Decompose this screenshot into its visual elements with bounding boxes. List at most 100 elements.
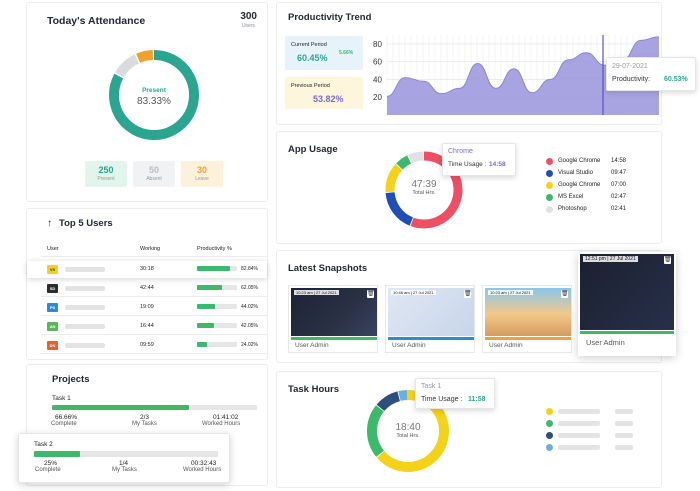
task-2-tasks-label: My Tasks bbox=[112, 467, 137, 473]
snapshot-card[interactable]: 10:23 am | 27 Jul 2021 🗑 User Admin bbox=[288, 285, 378, 353]
trash-icon[interactable]: 🗑 bbox=[367, 290, 375, 298]
snapshot-card[interactable]: 10:46 am | 27 Jul 2021 🗑 User Admin bbox=[385, 285, 475, 353]
current-period-value: 60.45% bbox=[297, 53, 328, 63]
task-1-progress bbox=[52, 405, 257, 410]
app-time: 14:58 bbox=[611, 158, 627, 164]
y-tick-label: 60 bbox=[373, 58, 382, 67]
attendance-stat-label: Absent bbox=[146, 176, 162, 182]
attendance-stat-2: 30 Leave bbox=[181, 161, 223, 187]
user-working: 16:44 bbox=[140, 323, 154, 329]
task-time-placeholder bbox=[615, 409, 633, 414]
attendance-stat-value: 50 bbox=[148, 165, 159, 175]
tooltip-date: 29-07-2021 bbox=[612, 63, 648, 70]
app-tooltip-value: 14:58 bbox=[489, 161, 506, 168]
productivity-bar-fill bbox=[197, 266, 231, 271]
top-users-title: Top 5 Users bbox=[59, 218, 113, 229]
table-row[interactable]: VS 30:18 82.84% bbox=[27, 261, 267, 278]
snapshot-user: User Admin bbox=[489, 342, 523, 349]
app-name: Visual Studio bbox=[558, 170, 593, 176]
productivity-bar bbox=[197, 304, 237, 309]
task-time-placeholder bbox=[615, 421, 633, 426]
legend-dot bbox=[546, 182, 553, 189]
table-row[interactable]: SD 42:44 62.05% bbox=[41, 280, 267, 297]
trash-icon[interactable]: 🗑 bbox=[561, 290, 569, 298]
productivity-bar bbox=[197, 323, 237, 328]
app-name: Google Chrome bbox=[558, 182, 601, 188]
top-users-card: ↑ Top 5 Users User Working Productivity … bbox=[26, 208, 268, 360]
snapshot-user: User Admin bbox=[295, 342, 329, 349]
legend-dot bbox=[546, 158, 553, 165]
app-usage-center-label: Total Hrs. bbox=[412, 190, 436, 196]
th-tooltip-label: Time Usage : bbox=[421, 396, 463, 403]
table-row[interactable]: AN 16:44 42.05% bbox=[41, 318, 267, 335]
user-productivity: 82.84% bbox=[241, 266, 258, 272]
app-segment-0[interactable] bbox=[385, 151, 463, 229]
user-productivity: 42.05% bbox=[241, 323, 258, 329]
attendance-stat-label: Present bbox=[97, 176, 115, 182]
th-tooltip-value: 11:58 bbox=[468, 396, 486, 403]
col-working-header: Working bbox=[140, 246, 161, 252]
task-2-progress bbox=[34, 451, 218, 457]
user-avatar: PS bbox=[47, 303, 58, 312]
snapshot-bar bbox=[485, 337, 571, 340]
legend-dot bbox=[546, 420, 553, 427]
arrow-up-icon: ↑ bbox=[47, 218, 52, 229]
trash-icon[interactable]: 🗑 bbox=[664, 256, 672, 264]
app-tooltip-app: Chrome bbox=[448, 148, 473, 155]
productivity-bar bbox=[197, 266, 237, 271]
snapshot-card[interactable]: 10:23 am | 27 Jul 2021 🗑 User Admin bbox=[482, 285, 572, 353]
area-series bbox=[387, 36, 659, 115]
task-1-tasks: 2/3 bbox=[140, 414, 150, 421]
app-time: 02:41 bbox=[611, 206, 627, 212]
snapshot-user: User Admin bbox=[586, 338, 625, 347]
current-period-delta: 5.66% bbox=[339, 50, 354, 56]
task-segment-0[interactable] bbox=[367, 390, 449, 472]
app-time: 07:00 bbox=[611, 182, 627, 188]
productivity-bar-fill bbox=[197, 304, 215, 309]
snapshot-thumbnail: 12:51 pm | 27 Jul 2021 🗑 bbox=[580, 254, 674, 330]
user-name-placeholder bbox=[65, 286, 105, 291]
user-working: 30:18 bbox=[140, 266, 154, 272]
snapshot-card[interactable]: 12:51 pm | 27 Jul 2021 🗑 User Admin bbox=[578, 252, 676, 356]
legend-dot bbox=[546, 194, 553, 201]
snapshot-time: 10:23 am | 27 Jul 2021 bbox=[488, 290, 533, 295]
table-row[interactable]: DN 09:59 24.02% bbox=[41, 337, 267, 354]
app-usage-donut bbox=[385, 151, 463, 229]
th-tooltip-task: Task 1 bbox=[421, 383, 442, 390]
attendance-center-value: 83.33% bbox=[137, 96, 171, 107]
task-2-hours-label: Worked Hours bbox=[183, 467, 222, 473]
table-row[interactable]: PS 19:09 44.02% bbox=[41, 299, 267, 316]
task-name-placeholder bbox=[558, 421, 600, 426]
productivity-tooltip: 29-07-2021 Productivity: 60.53% bbox=[606, 57, 696, 91]
attendance-stat-1: 50 Absent bbox=[133, 161, 175, 187]
attendance-stat-label: Leave bbox=[195, 176, 209, 182]
app-tooltip-label: Time Usage : bbox=[448, 161, 487, 168]
user-productivity: 24.02% bbox=[241, 342, 258, 348]
app-usage-tooltip: Chrome Time Usage : 14:58 bbox=[442, 143, 516, 176]
legend-dot bbox=[546, 432, 553, 439]
tooltip-label: Productivity: bbox=[612, 76, 651, 83]
snapshot-thumbnail: 10:46 am | 27 Jul 2021 🗑 bbox=[388, 288, 474, 336]
user-avatar: SD bbox=[47, 284, 58, 293]
legend-dot bbox=[546, 206, 553, 213]
app-segment-2[interactable] bbox=[385, 151, 463, 229]
user-working: 19:09 bbox=[140, 304, 154, 310]
user-name-placeholder bbox=[65, 305, 105, 310]
attendance-center-label: Present bbox=[142, 87, 166, 94]
attendance-donut bbox=[109, 50, 199, 140]
present-segment[interactable] bbox=[109, 50, 199, 140]
y-tick-label: 20 bbox=[373, 93, 382, 102]
previous-period-value: 53.82% bbox=[313, 94, 344, 104]
projects-title: Projects bbox=[52, 374, 90, 385]
snapshot-time: 10:46 am | 27 Jul 2021 bbox=[391, 290, 436, 295]
task-2-hours: 00:32:43 bbox=[191, 460, 217, 467]
previous-period-box: Previous Period 53.82% bbox=[285, 77, 363, 109]
app-time: 09:47 bbox=[611, 170, 627, 176]
app-time: 02:47 bbox=[611, 194, 627, 200]
app-usage-center-value: 47:39 bbox=[411, 179, 437, 190]
app-name: Photoshop bbox=[558, 206, 587, 212]
trash-icon[interactable]: 🗑 bbox=[464, 290, 472, 298]
task-segment-1[interactable] bbox=[367, 390, 449, 472]
task-1-hours-label: Worked Hours bbox=[202, 421, 241, 427]
task-2-card[interactable]: Task 2 25% Complete 1/4 My Tasks 00:32:4… bbox=[18, 433, 230, 483]
